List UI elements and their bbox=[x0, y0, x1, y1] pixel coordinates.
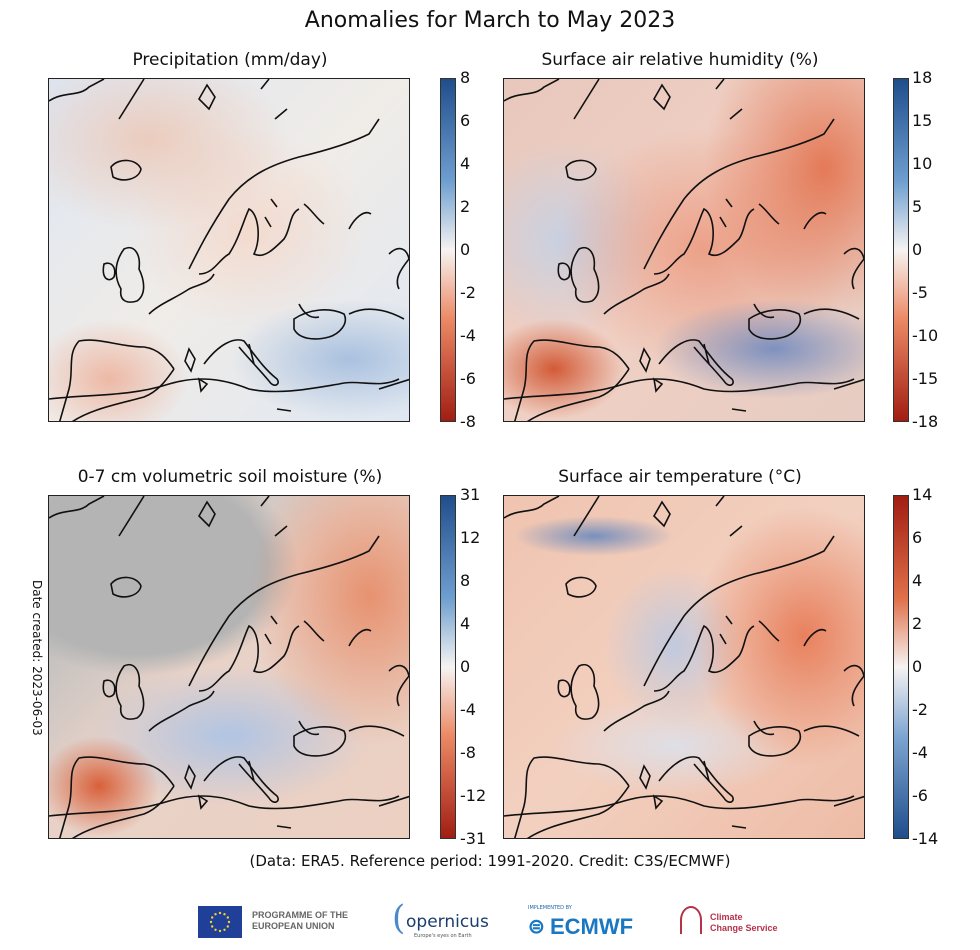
eu-programme-text: PROGRAMME OF THE EUROPEAN UNION bbox=[252, 910, 348, 931]
colorbar-tick-temperature: 6 bbox=[912, 528, 923, 547]
colorbar-tick-soil-moisture: -4 bbox=[460, 700, 476, 719]
colorbar-tick-humidity: 5 bbox=[912, 197, 923, 216]
eu-star-icon bbox=[223, 913, 226, 916]
panel-title-temperature: Surface air temperature (°C) bbox=[558, 467, 802, 487]
eu-star-icon bbox=[227, 920, 231, 924]
colorbar-tick-soil-moisture: 31 bbox=[460, 485, 481, 504]
panel-title-precipitation: Precipitation (mm/day) bbox=[132, 50, 328, 70]
colorbar-tick-humidity: 10 bbox=[912, 154, 933, 173]
thermometer-icon bbox=[680, 906, 702, 934]
colorbar-temperature bbox=[893, 495, 909, 839]
map-temperature bbox=[503, 495, 865, 839]
colorbar-tick-precipitation: -2 bbox=[460, 283, 476, 302]
eu-star-icon bbox=[211, 916, 214, 919]
c3s-logo: Climate Change Service bbox=[680, 904, 790, 940]
colorbar-tick-humidity: 0 bbox=[912, 240, 923, 259]
eu-star-icon bbox=[226, 916, 229, 919]
colorbar-tick-temperature: 0 bbox=[912, 657, 923, 676]
colorbar-tick-soil-moisture: -8 bbox=[460, 743, 476, 762]
figure-title: Anomalies for March to May 2023 bbox=[304, 8, 676, 33]
eu-flag-logo bbox=[198, 906, 242, 938]
colorbar-tick-soil-moisture: -31 bbox=[460, 829, 487, 848]
colorbar-tick-humidity: 18 bbox=[912, 68, 933, 87]
eu-star-icon bbox=[214, 928, 217, 931]
colorbar-humidity bbox=[893, 78, 909, 422]
colorbar-tick-soil-moisture: 4 bbox=[460, 614, 471, 633]
colorbar-tick-humidity: -10 bbox=[912, 326, 939, 345]
colorbar-tick-precipitation: -8 bbox=[460, 412, 476, 431]
colorbar-soil-moisture bbox=[440, 495, 456, 839]
colorbar-precipitation bbox=[440, 78, 456, 422]
eu-star-icon bbox=[223, 928, 226, 931]
date-created: Date created: 2023-06-03 bbox=[30, 580, 44, 736]
eu-star-icon bbox=[209, 920, 213, 924]
eu-star-icon bbox=[211, 925, 214, 928]
colorbar-tick-soil-moisture: 0 bbox=[460, 657, 471, 676]
colorbar-tick-temperature: -6 bbox=[912, 786, 928, 805]
colorbar-tick-humidity: 15 bbox=[912, 111, 933, 130]
colorbar-tick-temperature: -14 bbox=[912, 829, 939, 848]
map-soil-moisture bbox=[48, 495, 410, 839]
eu-star-icon bbox=[214, 913, 217, 916]
eu-star-icon bbox=[226, 925, 229, 928]
colorbar-tick-precipitation: 0 bbox=[460, 240, 471, 259]
colorbar-tick-temperature: 4 bbox=[912, 571, 923, 590]
colorbar-tick-temperature: -2 bbox=[912, 700, 928, 719]
colorbar-tick-soil-moisture: 8 bbox=[460, 571, 471, 590]
panel-title-humidity: Surface air relative humidity (%) bbox=[541, 50, 819, 70]
colorbar-tick-temperature: 2 bbox=[912, 614, 923, 633]
colorbar-tick-humidity: -5 bbox=[912, 283, 928, 302]
eu-star-icon bbox=[218, 911, 222, 915]
map-humidity bbox=[503, 78, 865, 422]
copernicus-logo: ( opernicus Europe's eyes on Earth bbox=[392, 898, 489, 939]
colorbar-tick-precipitation: 6 bbox=[460, 111, 471, 130]
colorbar-tick-precipitation: -6 bbox=[460, 369, 476, 388]
colorbar-tick-temperature: -4 bbox=[912, 743, 928, 762]
map-precipitation bbox=[48, 78, 410, 422]
colorbar-tick-precipitation: -4 bbox=[460, 326, 476, 345]
credit-line: (Data: ERA5. Reference period: 1991-2020… bbox=[249, 852, 731, 870]
colorbar-tick-temperature: 14 bbox=[912, 485, 933, 504]
colorbar-tick-precipitation: 2 bbox=[460, 197, 471, 216]
panel-title-soil-moisture: 0-7 cm volumetric soil moisture (%) bbox=[77, 467, 383, 487]
colorbar-tick-humidity: -15 bbox=[912, 369, 939, 388]
ecmwf-logo: IMPLEMENTED BY ⊜︎ ECMWF bbox=[528, 905, 634, 939]
colorbar-tick-precipitation: 8 bbox=[460, 68, 471, 87]
colorbar-tick-precipitation: 4 bbox=[460, 154, 471, 173]
colorbar-tick-soil-moisture: 12 bbox=[460, 528, 481, 547]
colorbar-tick-soil-moisture: -12 bbox=[460, 786, 487, 805]
eu-star-icon bbox=[218, 929, 222, 933]
colorbar-tick-humidity: -18 bbox=[912, 412, 939, 431]
